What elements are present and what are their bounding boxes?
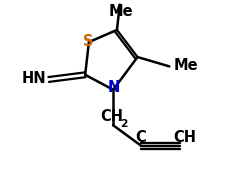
Text: C: C <box>135 130 146 145</box>
Text: CH: CH <box>100 109 123 124</box>
Text: N: N <box>108 80 120 95</box>
Text: 2: 2 <box>120 119 127 129</box>
Text: HN: HN <box>21 71 46 86</box>
Text: Me: Me <box>108 4 133 19</box>
Text: Me: Me <box>174 58 199 73</box>
Text: CH: CH <box>173 130 196 145</box>
Text: S: S <box>83 34 93 49</box>
